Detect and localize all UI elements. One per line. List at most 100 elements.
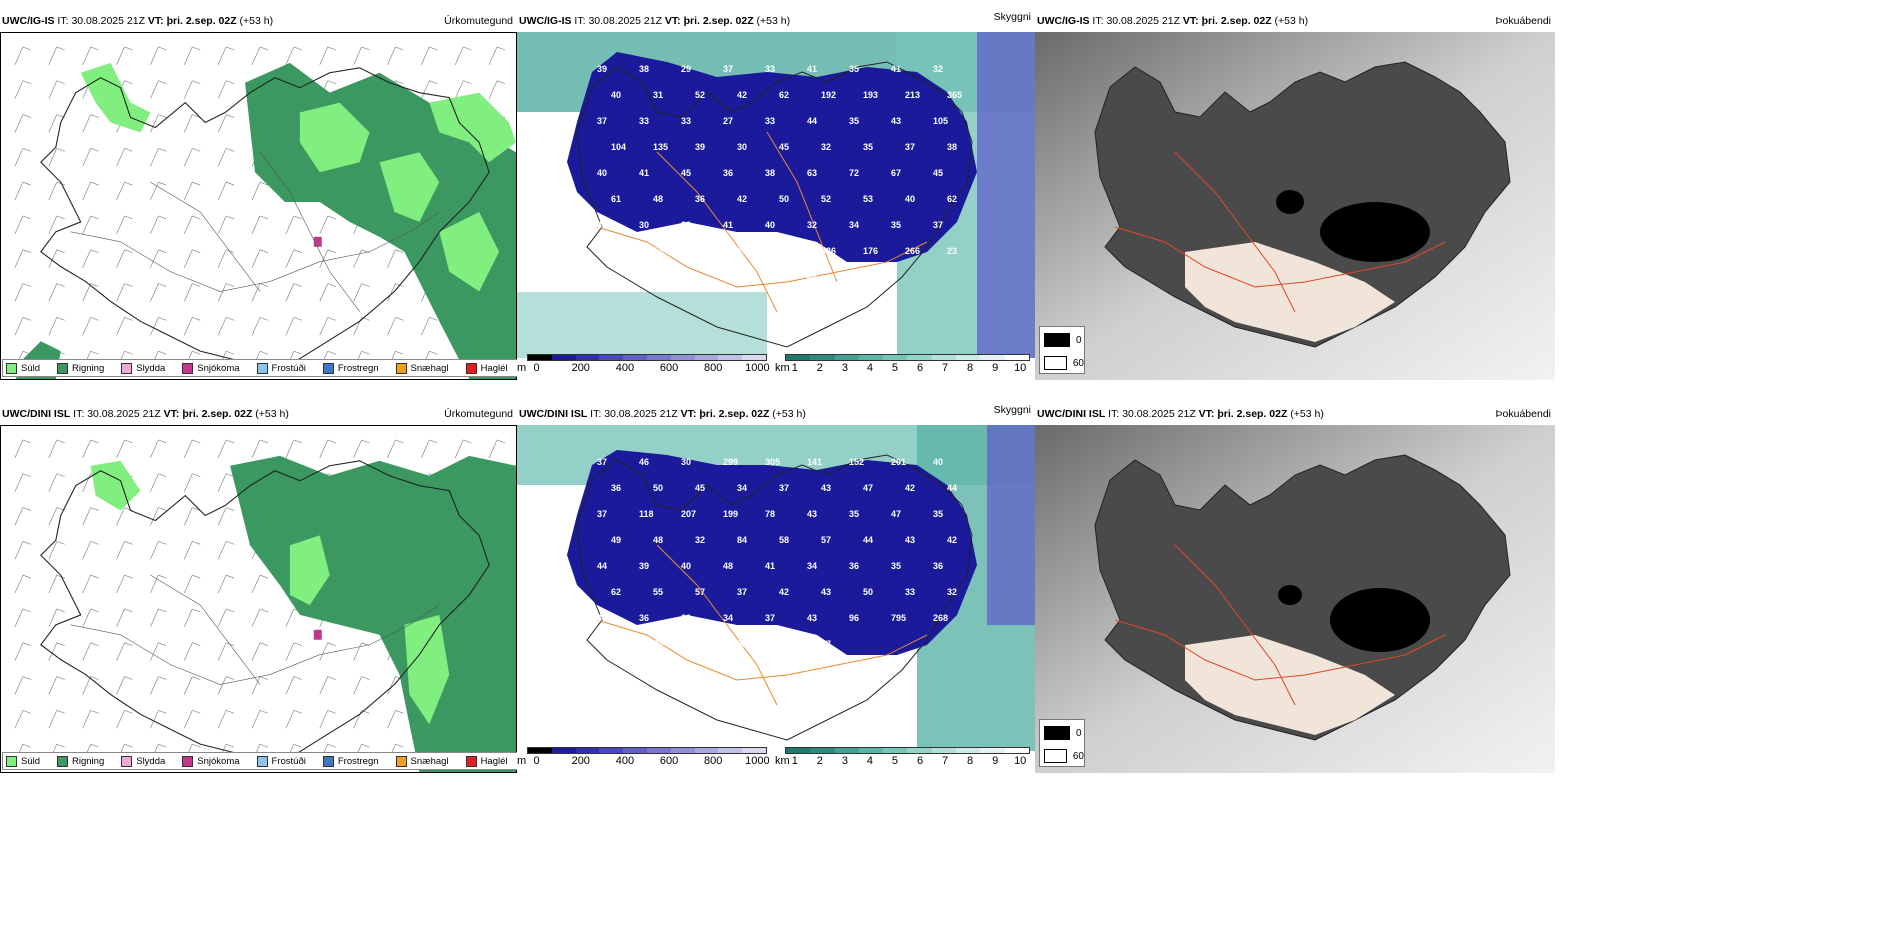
model-name: UWC/IG-IS: [1037, 15, 1090, 27]
run-label: IT:: [1092, 15, 1104, 27]
fog-legend-swatch: [1044, 749, 1067, 763]
wind-barb: [48, 507, 65, 526]
colorbar-tick-label: 1: [791, 755, 798, 767]
wind-barb: [353, 46, 370, 65]
panel-header: UWC/IG-IS IT: 30.08.2025 21Z VT: þri. 2.…: [0, 12, 517, 30]
run-time: 30.08.2025 21Z: [604, 408, 678, 420]
roads: [596, 544, 928, 706]
wind-barb: [14, 608, 32, 627]
visibility-value-label: 61: [611, 194, 621, 204]
visibility-value-label: 43: [807, 509, 817, 519]
visibility-value-label: 795: [891, 613, 906, 623]
wind-barb: [48, 642, 65, 661]
visibility-value-label: 35: [597, 220, 607, 230]
wind-barb: [82, 574, 99, 594]
colorbar-strip: [527, 747, 767, 754]
precip-panel-bottom: UWC/DINI ISL IT: 30.08.2025 21Z VT: þri.…: [0, 405, 517, 773]
wind-barb: [217, 215, 235, 234]
visibility-value-label: 67: [821, 639, 831, 649]
visibility-value-label: 55: [653, 587, 663, 597]
visibility-value-label: 176: [863, 246, 878, 256]
colorbar-segment: [694, 748, 719, 753]
panel-type-label: Skyggni: [990, 12, 1031, 26]
legend-label: Snæhagl: [410, 362, 449, 374]
run-label: IT:: [73, 408, 85, 420]
legend-label: Frostúði: [271, 755, 306, 767]
wind-barb: [387, 283, 404, 302]
wind-barb: [48, 676, 65, 695]
wind-barb: [387, 249, 404, 268]
fog-legend-label: 60: [1072, 750, 1084, 762]
wind-barb: [14, 676, 32, 695]
visibility-value-label: 45: [779, 142, 789, 152]
visibility-value-label: 30: [639, 220, 649, 230]
valid-time: þri. 2.sep. 02Z: [1217, 408, 1288, 420]
visibility-value-label: 37: [723, 64, 733, 74]
visibility-value-label: 118: [639, 509, 654, 519]
valid-label: VT:: [680, 408, 697, 420]
valid-label: VT:: [1182, 15, 1199, 27]
fog-legend-row: 60: [1040, 353, 1084, 373]
wind-barb: [183, 676, 201, 695]
legend-item: Rigning: [57, 755, 116, 767]
visibility-value-label: 124: [653, 246, 668, 256]
valid-label: VT:: [664, 15, 681, 27]
visibility-value-label: 37: [737, 587, 747, 597]
wind-barb: [217, 574, 235, 594]
visibility-value-label: 62: [779, 90, 789, 100]
wind-barb: [150, 473, 167, 492]
wind-barb: [285, 46, 302, 65]
visibility-value-label: 78: [765, 509, 775, 519]
model-name: UWC/DINI ISL: [519, 408, 588, 420]
colorbar-segment: [646, 748, 671, 753]
colorbar-unit: km: [775, 362, 790, 374]
wind-barb: [251, 283, 269, 302]
visibility-value-label: 47: [891, 509, 901, 519]
wind-barb: [150, 249, 167, 268]
colorbar-segment: [786, 355, 811, 360]
visibility-value-label: 29: [681, 64, 691, 74]
visibility-value-label: 42: [737, 194, 747, 204]
colorbar-ticks: 1 2 3 4 5 6 7 8 9 10: [785, 754, 1030, 769]
precip-legend: Súld Rigning Slydda Snjókoma Frostúði Frostre…: [2, 359, 517, 377]
wind-barb: [48, 80, 65, 99]
colorbar-segment: [575, 355, 600, 360]
run-label: IT:: [574, 15, 586, 27]
legend-item: Slydda: [121, 362, 177, 374]
colorbar-tick-label: 9: [992, 755, 999, 767]
wind-barb: [82, 181, 99, 201]
panel-type-label: Þokuábendi: [1492, 405, 1551, 423]
visibility-value-label: 40: [933, 457, 943, 467]
wind-barb: [183, 541, 201, 560]
wind-barb: [116, 46, 133, 65]
legend-item: Snæhagl: [395, 362, 461, 374]
visibility-value-label: 43: [821, 483, 831, 493]
wind-barb: [183, 181, 201, 201]
wind-barb: [387, 710, 404, 729]
wind-barb: [319, 710, 336, 729]
visibility-value-label: 46: [681, 272, 691, 282]
colorbar-segment: [575, 748, 600, 753]
valid-time: þri. 2.sep. 02Z: [182, 408, 253, 420]
wind-barb: [183, 507, 201, 526]
wind-barb: [14, 114, 32, 133]
wind-barb: [82, 46, 99, 65]
visibility-value-label: 37: [597, 509, 607, 519]
visibility-value-label: 57: [695, 587, 705, 597]
wind-barb: [285, 215, 302, 234]
colorbar-tick-label: 6: [916, 755, 924, 767]
colorbar-segment: [1004, 355, 1029, 360]
visibility-colorbar: km 1 2 3 4 5 6 7 8 9 10: [775, 747, 1030, 771]
visibility-value-label: 52: [695, 90, 705, 100]
colorbar-segment: [742, 355, 766, 360]
model-name: UWC/DINI ISL: [1037, 408, 1106, 420]
visibility-value-label: 36: [639, 613, 649, 623]
ceiling-colorbar: m 0 200 400 600 800 1000: [517, 747, 770, 771]
colorbar-ticks: 0 200 400 600 800 1000: [527, 361, 770, 376]
visibility-value-label: 36: [723, 168, 733, 178]
visibility-value-label: 193: [863, 90, 878, 100]
fog-legend-label: 0: [1076, 727, 1082, 739]
fog-legend-row: 0: [1040, 723, 1084, 743]
wind-barb: [48, 574, 65, 594]
fog-map: [1035, 32, 1555, 380]
